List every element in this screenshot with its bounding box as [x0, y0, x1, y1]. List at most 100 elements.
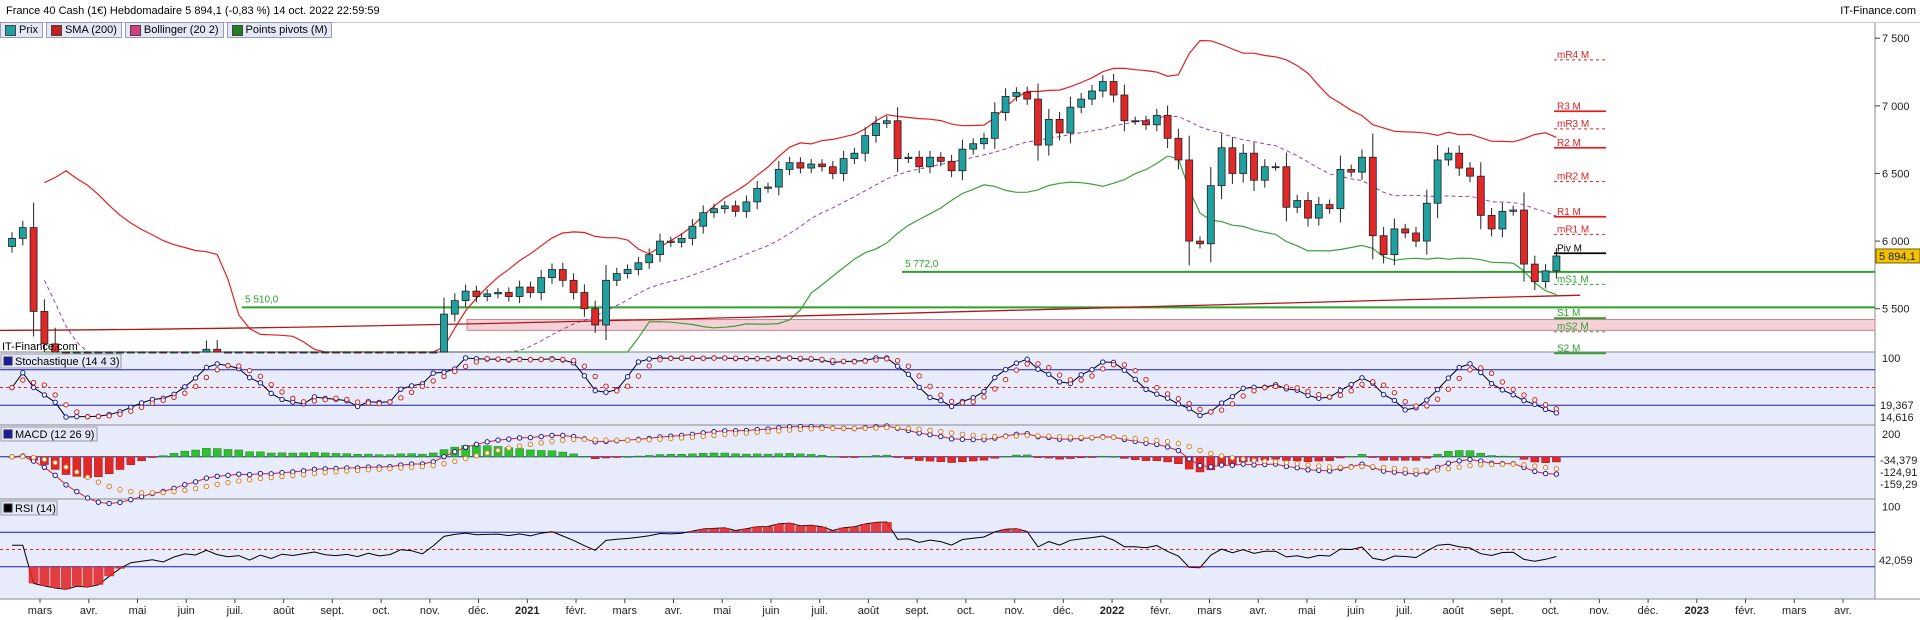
macd-histogram-bar: [925, 456, 935, 462]
stoch-d-point: [516, 356, 523, 363]
macd-histogram-bar: [1303, 456, 1313, 462]
candlesticks: [8, 74, 1561, 354]
time-tick-label: août: [1442, 605, 1463, 617]
legend-bollinger[interactable]: Bollinger (20 2): [124, 22, 224, 38]
macd-signal-point: [462, 455, 469, 462]
rsi-oversold-fill: [1184, 566, 1195, 568]
rsi-overbought-fill: [763, 526, 773, 533]
stoch-k-point: [894, 363, 901, 369]
macd-histogram-bar: [396, 453, 406, 457]
macd-histogram-bar: [839, 456, 848, 458]
stoch-d-point: [203, 374, 210, 381]
stoch-k-point: [1359, 375, 1365, 381]
stoch-k-point: [430, 370, 436, 376]
stoch-k-point: [646, 356, 652, 362]
macd-title-box[interactable]: MACD (12 26 9): [0, 426, 98, 442]
macd-signal-point: [117, 486, 123, 493]
macd-signal-point: [1391, 465, 1398, 472]
macd-point: [257, 470, 264, 477]
macd-value-1: -34,379: [1880, 455, 1917, 467]
stoch-k-point: [354, 403, 361, 410]
candle-body: [526, 286, 535, 293]
pivot-label: S2 M: [1557, 343, 1580, 354]
rsi-overbought-fill: [849, 526, 860, 533]
stoch-d-point: [1402, 398, 1408, 405]
stoch-title-box[interactable]: Stochastique (14 4 3): [0, 353, 122, 369]
stoch-d-point: [1262, 384, 1268, 391]
macd-point: [948, 436, 955, 442]
stoch-d-point: [1542, 402, 1549, 408]
stoch-d-point: [1154, 384, 1160, 391]
candle-body: [148, 351, 157, 354]
stoch-d-point: [1348, 388, 1354, 394]
pivot-label: S1 M: [1557, 308, 1580, 319]
legend-sma[interactable]: SMA (200): [45, 22, 122, 38]
price-tick-label: 5 500: [1882, 304, 1910, 316]
stoch-k-point: [462, 355, 469, 361]
macd-signal-point: [1553, 466, 1560, 472]
stoch-k-point: [1380, 391, 1387, 398]
candle-body: [429, 351, 438, 354]
macd-signal-point: [1154, 437, 1160, 444]
candle-body: [299, 351, 308, 354]
rsi-oversold-fill: [82, 566, 93, 588]
macd-histogram-bar: [536, 450, 546, 457]
candle-body: [1174, 137, 1183, 161]
stoch-d-point: [1013, 367, 1020, 373]
candle-body: [8, 237, 16, 247]
macd-signal-point: [1521, 462, 1527, 468]
legend-pivots[interactable]: Points pivots (M): [226, 22, 333, 38]
candle-body: [980, 137, 988, 145]
macd-point: [1164, 444, 1171, 450]
candle-body: [861, 135, 870, 154]
stoch-d-point: [1283, 384, 1290, 390]
rsi-overbought-fill: [806, 525, 817, 533]
macd-point: [1553, 471, 1560, 477]
price-axis: 7 500 7 000 6 500 6 000 5 500 5 894,1: [1875, 33, 1920, 316]
stoch-d-point: [117, 411, 123, 417]
stoch-k-point: [1510, 392, 1516, 398]
macd-signal-point: [1380, 464, 1387, 471]
macd-histogram-bar: [860, 455, 870, 458]
macd-signal-point: [1499, 461, 1506, 467]
time-tick-label: juil.: [1395, 605, 1413, 617]
stoch-k-point: [635, 359, 642, 365]
stoch-d-point: [884, 356, 890, 362]
macd-point: [527, 434, 534, 441]
stoch-d-point: [1078, 377, 1084, 383]
pivots-swatch-icon: [231, 24, 243, 36]
stoch-d-point: [430, 378, 436, 384]
legend-prix[interactable]: Prix: [0, 22, 43, 38]
rsi-title-box[interactable]: RSI (14): [0, 500, 58, 516]
macd-signal-point: [160, 489, 166, 496]
candle-body: [1239, 152, 1248, 174]
stoch-d-point: [646, 363, 652, 369]
candle-body: [699, 212, 708, 227]
candle-body: [818, 163, 826, 168]
candle-body: [807, 163, 816, 169]
candle-body: [191, 351, 200, 354]
pivot-label: R2 M: [1557, 138, 1581, 149]
macd-signal-point: [614, 437, 620, 443]
stoch-d-point: [894, 358, 901, 364]
stoch-k-point: [905, 371, 912, 378]
macd-point: [1197, 462, 1203, 469]
candle-body: [116, 351, 124, 354]
rsi-line: [12, 521, 1557, 590]
candle-body: [1520, 209, 1528, 265]
stoch-k-point: [1445, 375, 1452, 381]
macd-signal-point: [581, 436, 588, 443]
macd-point: [84, 495, 91, 501]
stoch-k-point: [1240, 385, 1246, 392]
macd-histogram-bar: [709, 452, 719, 457]
rsi-overbought-fill: [752, 526, 763, 533]
stoch-k-point: [1154, 391, 1160, 397]
macd-histogram-bar: [342, 453, 352, 458]
macd-histogram-bar: [1325, 456, 1334, 461]
candle-body: [785, 162, 794, 170]
price-pane-bg: [0, 22, 1875, 352]
time-tick-label: déc.: [468, 605, 489, 617]
time-tick-label: févr.: [1150, 605, 1171, 617]
stoch-d-point: [30, 379, 37, 386]
macd-histogram-bar: [515, 448, 524, 458]
